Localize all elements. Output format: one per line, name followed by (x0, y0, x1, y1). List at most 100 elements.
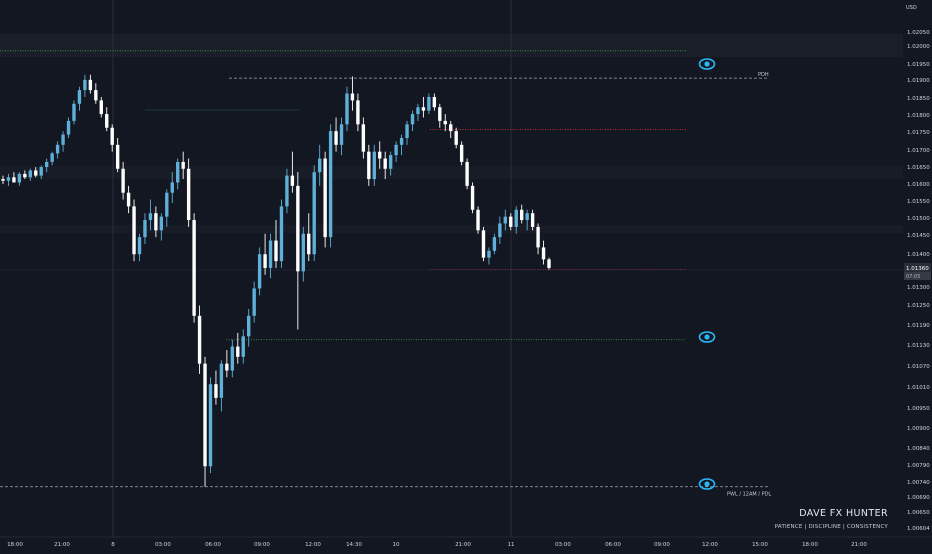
candle-body (470, 185, 475, 210)
candle-body (17, 173, 22, 183)
candle-body (137, 237, 142, 255)
candle-body (498, 223, 502, 238)
candle-body (208, 384, 213, 467)
price-tick-label: 1.01650 (907, 165, 930, 171)
candle-body (50, 153, 54, 162)
candle-body (465, 161, 469, 186)
candle-body (176, 161, 180, 183)
candle-body (307, 233, 311, 255)
candle-body (257, 254, 262, 289)
price-tick-label: 1.00650 (907, 510, 930, 516)
candle-body (449, 124, 453, 132)
price-tick-label: 1.01950 (907, 62, 930, 68)
candle-body (44, 161, 49, 168)
candle-body (110, 127, 114, 145)
candle-body (72, 103, 76, 121)
candle-countdown: 07:05 (906, 274, 920, 280)
candle-body (367, 151, 371, 180)
candle-body (88, 79, 93, 91)
candle-body (6, 177, 11, 181)
candle-body (350, 93, 355, 101)
candle-body (170, 182, 174, 193)
candle-body (530, 213, 535, 227)
candle-body (181, 161, 185, 169)
price-tick-label: 1.01700 (907, 148, 930, 154)
candle-body (328, 131, 333, 238)
candle-body (410, 114, 415, 125)
candle-body (378, 151, 382, 159)
price-tick-label: 1.02000 (907, 44, 930, 50)
candle-body (28, 170, 32, 178)
candle-body (509, 216, 513, 227)
candle-body (143, 220, 147, 238)
highlight-band (0, 166, 903, 179)
candle-body (247, 315, 251, 337)
eye-icon[interactable] (698, 331, 716, 343)
price-tick-label: 1.01750 (907, 130, 930, 136)
candle-body (61, 134, 65, 145)
candle-body (197, 315, 202, 364)
price-tick-label: 1.01850 (907, 96, 930, 102)
candle-body (547, 259, 551, 268)
candle-body (536, 226, 540, 248)
time-tick-label: 15:00 (752, 542, 768, 548)
time-tick-label: 11 (508, 542, 515, 548)
time-tick-label: 8 (111, 542, 115, 548)
candle-body (454, 131, 458, 145)
candle-body (514, 209, 518, 227)
price-tick-label: 1.01300 (907, 285, 930, 291)
candle-body (203, 363, 207, 467)
price-tick-label: 1.01250 (907, 303, 930, 309)
candle-body (274, 240, 278, 262)
candle-body (356, 100, 360, 125)
time-tick-label: 12:00 (702, 542, 718, 548)
candle-body (115, 144, 120, 169)
candle-body (236, 346, 240, 357)
price-tick-label: 1.00840 (907, 446, 930, 452)
candle-body (66, 120, 71, 135)
price-tick-label: 1.00604 (907, 526, 930, 532)
candle-body (268, 240, 273, 268)
candle-body (492, 237, 497, 251)
price-tick-label: 1.01900 (907, 78, 930, 84)
candle-body (525, 213, 529, 221)
candle-body (34, 170, 38, 176)
price-tick-label: 1.01800 (907, 113, 930, 119)
candle-body (159, 216, 164, 231)
time-tick-label: 14:30 (346, 542, 362, 548)
candle-body (105, 114, 109, 128)
price-tick-label: 1.00950 (907, 406, 930, 412)
price-tick-label: 1.00790 (907, 463, 930, 469)
time-tick-label: 12:00 (305, 542, 321, 548)
candle-body (296, 185, 300, 272)
candle-body (361, 124, 366, 152)
candle-body (421, 107, 426, 111)
candle-body (503, 216, 508, 224)
price-tick-label: 1.01550 (907, 199, 930, 205)
candle-body (55, 144, 60, 154)
candle-body (12, 177, 16, 183)
price-tick-label: 1.01450 (907, 233, 930, 239)
price-tick-label: 1.01130 (907, 343, 930, 349)
price-tick-label: 1.02050 (907, 30, 930, 36)
candle-body (345, 93, 349, 125)
candle-body (83, 79, 87, 91)
candle-body (459, 144, 464, 162)
candle-body (94, 90, 98, 101)
time-tick-label: 10 (393, 542, 400, 548)
candle-body (279, 206, 284, 262)
candle-body (301, 233, 305, 272)
candle-body (323, 158, 327, 238)
price-tick-label: 1.01600 (907, 182, 930, 188)
price-tick-label: 1.00690 (907, 495, 930, 501)
candle-body (23, 173, 27, 178)
candle-body (230, 346, 235, 371)
brand-tagline: PATIENCE | DISCIPLINE | CONSISTENCY (774, 524, 888, 530)
time-tick-label: 09:00 (654, 542, 670, 548)
eye-icon[interactable] (698, 478, 716, 490)
eye-icon[interactable] (698, 58, 716, 70)
candle-body (394, 144, 398, 156)
